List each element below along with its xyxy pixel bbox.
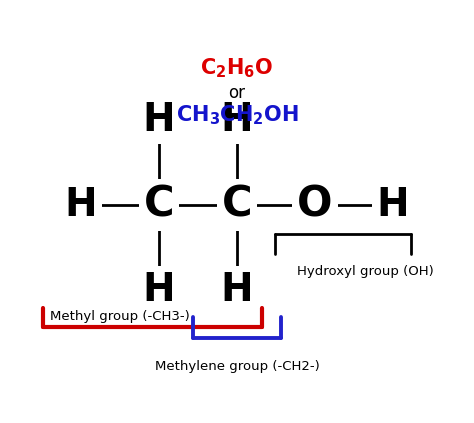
Text: Methyl group (-CH3-): Methyl group (-CH3-) [50,310,190,324]
Text: H: H [143,271,175,308]
Text: H: H [143,102,175,140]
Text: or: or [228,84,246,102]
Text: Hydroxyl group (OH): Hydroxyl group (OH) [297,265,434,278]
Text: H: H [221,271,253,308]
Text: H: H [64,186,97,224]
Text: $\mathbf{C_2H_6O}$: $\mathbf{C_2H_6O}$ [201,57,273,80]
Text: C: C [222,184,252,226]
Text: $\mathbf{CH_3CH_2OH}$: $\mathbf{CH_3CH_2OH}$ [175,103,299,127]
Text: H: H [377,186,410,224]
Text: H: H [221,102,253,140]
Text: C: C [144,184,174,226]
Text: O: O [297,184,333,226]
Text: Methylene group (-CH2-): Methylene group (-CH2-) [155,360,319,373]
